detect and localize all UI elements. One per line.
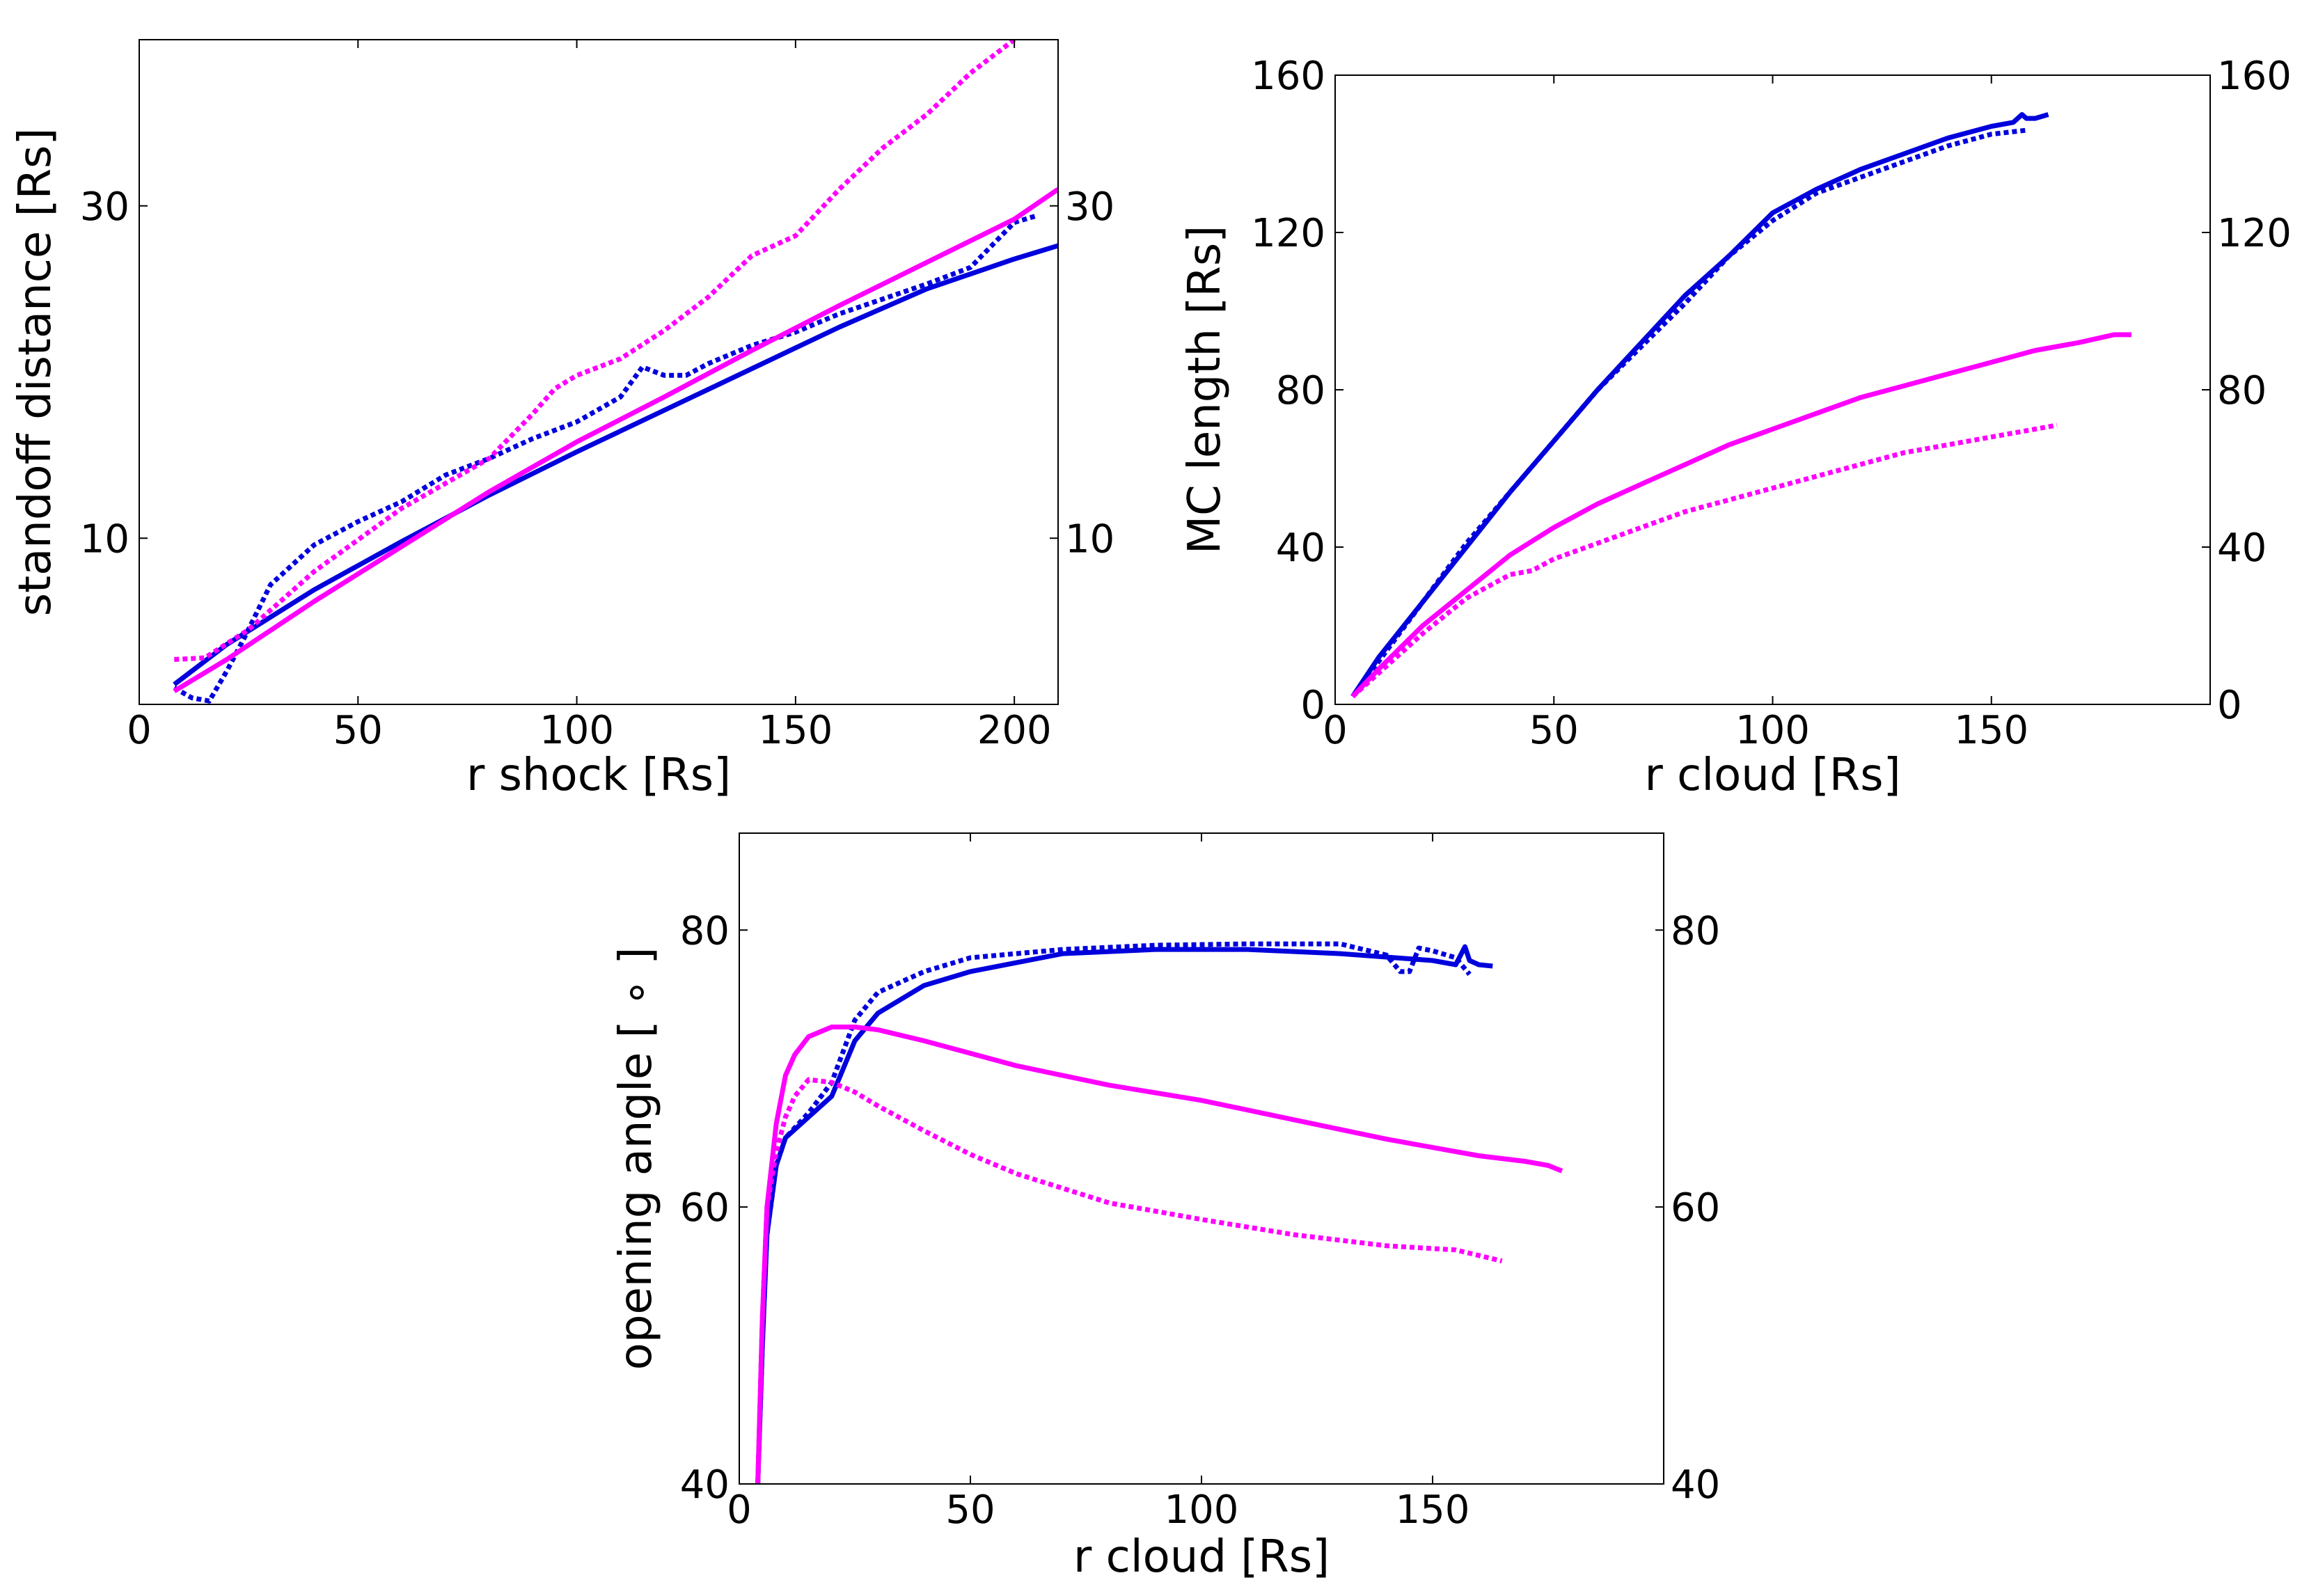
y-tick-label-right: 10 [1065,516,1114,562]
chart-opening-angle: 0 50 100 150 40 60 80 40 60 80 r cloud [Rs] opening… [610,832,1720,1583]
y-tick-label: 120 [1251,211,1325,256]
y-tick-label: 0 [1300,683,1325,728]
y-tick-label-right: 160 [2217,54,2292,99]
chart-standoff: 0 50 100 150 200 10 30 10 30 r shock [Rs] standoff… [10,39,1114,801]
plot-frame [739,832,1664,1485]
x-tick-label: 0 [727,1487,752,1533]
y-tick-label: 30 [80,184,129,230]
x-tick-label: 150 [1954,708,2028,753]
series-group [173,40,1058,704]
x-tick-label: 100 [1165,1487,1239,1533]
series-line-blue-solid [1350,112,2049,698]
series-group [755,941,1563,1484]
x-tick-label: 100 [539,708,614,753]
y-tick-label: 80 [680,908,730,954]
y-tick-label-right: 40 [2217,526,2267,571]
y-tick-label: 40 [1276,526,1325,571]
x-tick-label: 0 [127,708,152,753]
x-axis-label: r cloud [Rs] [1073,1531,1330,1583]
series-line-blue-solid [173,243,1058,687]
y-axis-label: standoff distance [Rs] [10,128,61,617]
y-tick-label: 80 [1276,368,1325,413]
y-tick-label-right: 80 [2217,368,2267,413]
x-tick-label: 50 [333,708,383,753]
series-line-magenta-dotted [755,1077,1503,1484]
x-tick-label: 50 [945,1487,995,1533]
x-axis-label: r shock [Rs] [466,750,731,801]
x-tick-label: 200 [977,708,1052,753]
series-line-magenta-dotted [174,40,1019,662]
series-group [1350,112,2131,699]
series-line-magenta-solid [173,187,1058,693]
plot-frame [139,39,1059,705]
x-tick-label: 150 [758,708,833,753]
series-line-blue-dotted [755,941,1472,1484]
x-tick-label: 100 [1735,708,1810,753]
series-line-magenta-solid [755,1025,1563,1484]
y-tick-label-right: 30 [1065,184,1114,230]
x-tick-label: 0 [1323,708,1348,753]
y-tick-label: 10 [80,516,129,562]
y-tick-label: 60 [680,1185,730,1231]
series-line-magenta-solid [1350,332,2131,699]
y-tick-label-right: 120 [2217,211,2292,256]
x-axis-label: r cloud [Rs] [1644,750,1900,801]
y-tick-label-right: 0 [2217,683,2242,728]
y-tick-label: 160 [1251,54,1325,99]
y-axis-label: opening angle [ ∘ ] [610,947,662,1370]
series-line-blue-dotted [1350,127,2027,698]
series-line-blue-dotted [173,213,1037,704]
x-tick-label: 150 [1396,1487,1470,1533]
series-line-magenta-dotted [1350,422,2058,699]
y-axis-label: MC length [Rs] [1179,226,1231,554]
chart-mc-length: 0 50 100 150 0 40 80 120 160 0 40 80 120 160 r cloud [… [1179,54,2292,801]
y-tick-label: 40 [680,1462,730,1508]
plot-frame [1334,74,2211,705]
y-tick-label-right: 80 [1671,908,1720,954]
y-tick-label-right: 60 [1671,1185,1720,1231]
y-tick-label-right: 40 [1671,1462,1720,1508]
x-tick-label: 50 [1529,708,1579,753]
